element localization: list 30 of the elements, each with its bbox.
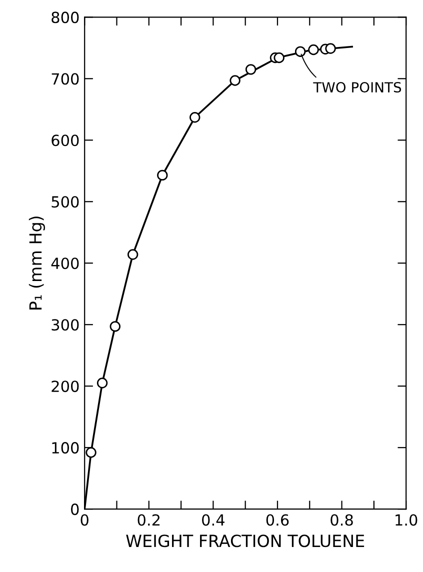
x-tick-label: 0.4 bbox=[202, 514, 224, 526]
point bbox=[86, 447, 96, 458]
point bbox=[157, 170, 168, 181]
x-axis-title: WEIGHT FRACTION TOLUENE bbox=[126, 534, 364, 548]
point bbox=[96, 378, 108, 388]
y-tick-label: 100 bbox=[52, 442, 79, 454]
y-tick-label: 0 bbox=[71, 504, 79, 516]
x-tick-label: 1.0 bbox=[396, 514, 418, 526]
y-tick-label: 200 bbox=[52, 380, 79, 392]
point bbox=[127, 249, 138, 260]
y-tick-label: 700 bbox=[52, 73, 79, 85]
x-tick-label: 0.6 bbox=[266, 514, 289, 526]
point bbox=[274, 52, 284, 64]
point bbox=[308, 44, 319, 56]
x-tick-label: 0 bbox=[80, 514, 88, 526]
y-tick-label: 600 bbox=[52, 134, 79, 146]
y-tick-label: 300 bbox=[52, 319, 79, 331]
point bbox=[294, 46, 306, 57]
annotation: TWO POINTS bbox=[313, 82, 402, 93]
point bbox=[325, 43, 336, 54]
y-axis-title: P₁ (mm Hg) bbox=[28, 216, 46, 310]
point bbox=[190, 112, 200, 123]
y-tick-label: 500 bbox=[52, 196, 79, 208]
point bbox=[110, 321, 120, 332]
x-tick-label: 0.8 bbox=[330, 514, 353, 526]
y-tick-label: 400 bbox=[51, 258, 79, 270]
x-tick-label: 0.2 bbox=[138, 514, 160, 526]
point bbox=[230, 75, 240, 86]
point bbox=[245, 64, 256, 75]
y-tick-label: 800 bbox=[52, 12, 79, 24]
